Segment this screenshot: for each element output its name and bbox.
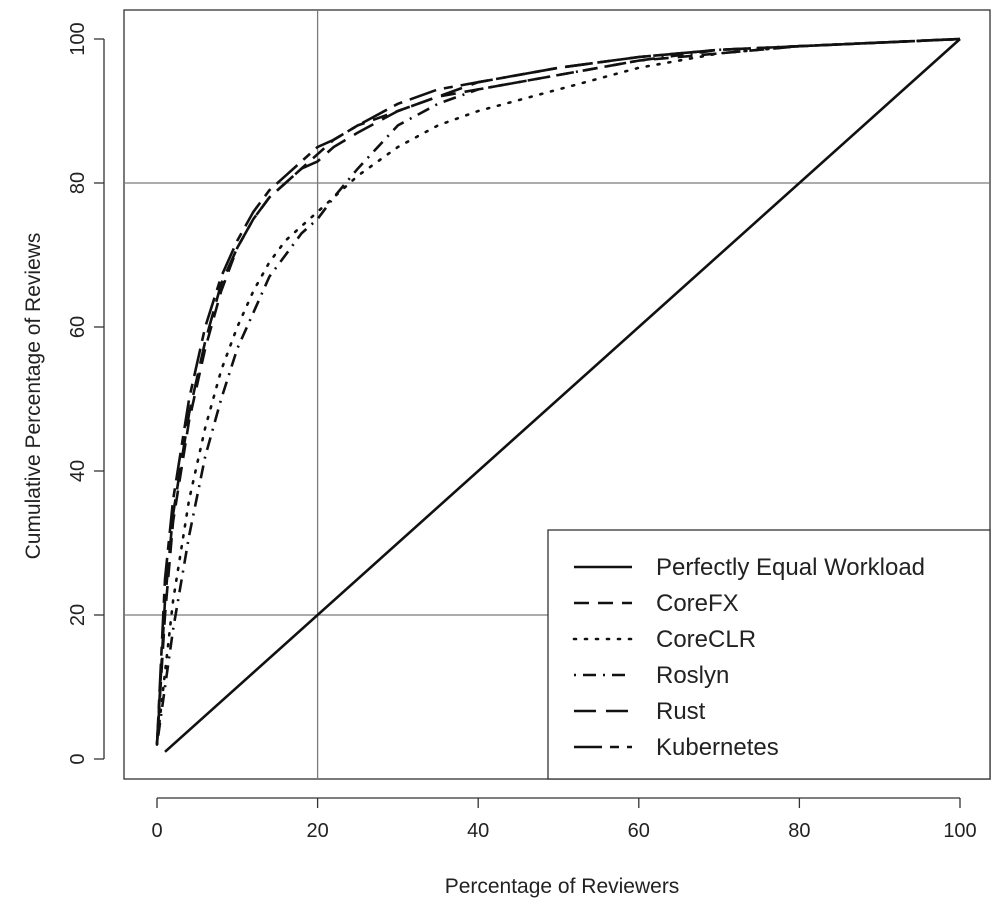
y-tick-label: 20 [67,604,89,626]
x-tick-label: 20 [306,820,328,842]
y-tick-label: 80 [67,172,89,194]
series-layer [155,37,962,753]
legend-box [547,529,991,780]
x-tick-label: 60 [628,820,650,842]
x-tick-label: 100 [943,820,976,842]
x-tick-label: 0 [151,820,162,842]
x-tick-label: 40 [467,820,489,842]
legend-label: Rust [656,698,706,725]
legend: Perfectly Equal Workload CoreFX CoreCLR Ros… [547,529,991,780]
series-line [164,38,961,753]
legend-label: Roslyn [656,662,729,689]
legend-label: CoreFX [656,590,739,617]
series-line [155,37,961,745]
y-tick-label: 40 [67,460,89,482]
x-tick-label: 80 [788,820,810,842]
series-line [155,37,961,745]
x-axis-title: Percentage of Reviewers [445,875,680,898]
y-tick-label: 0 [67,753,89,764]
y-axis-title: Cumulative Percentage of Reviews [22,233,45,560]
axes: 0 20 40 60 80 100 0 20 40 60 80 100 [67,22,977,842]
y-tick-label: 60 [67,316,89,338]
series-line [155,37,961,745]
y-tick-label: 100 [67,22,89,55]
legend-label: Perfectly Equal Workload [656,554,925,581]
legend-label: Kubernetes [656,734,779,761]
series-line [155,37,962,746]
legend-label: CoreCLR [656,626,756,653]
